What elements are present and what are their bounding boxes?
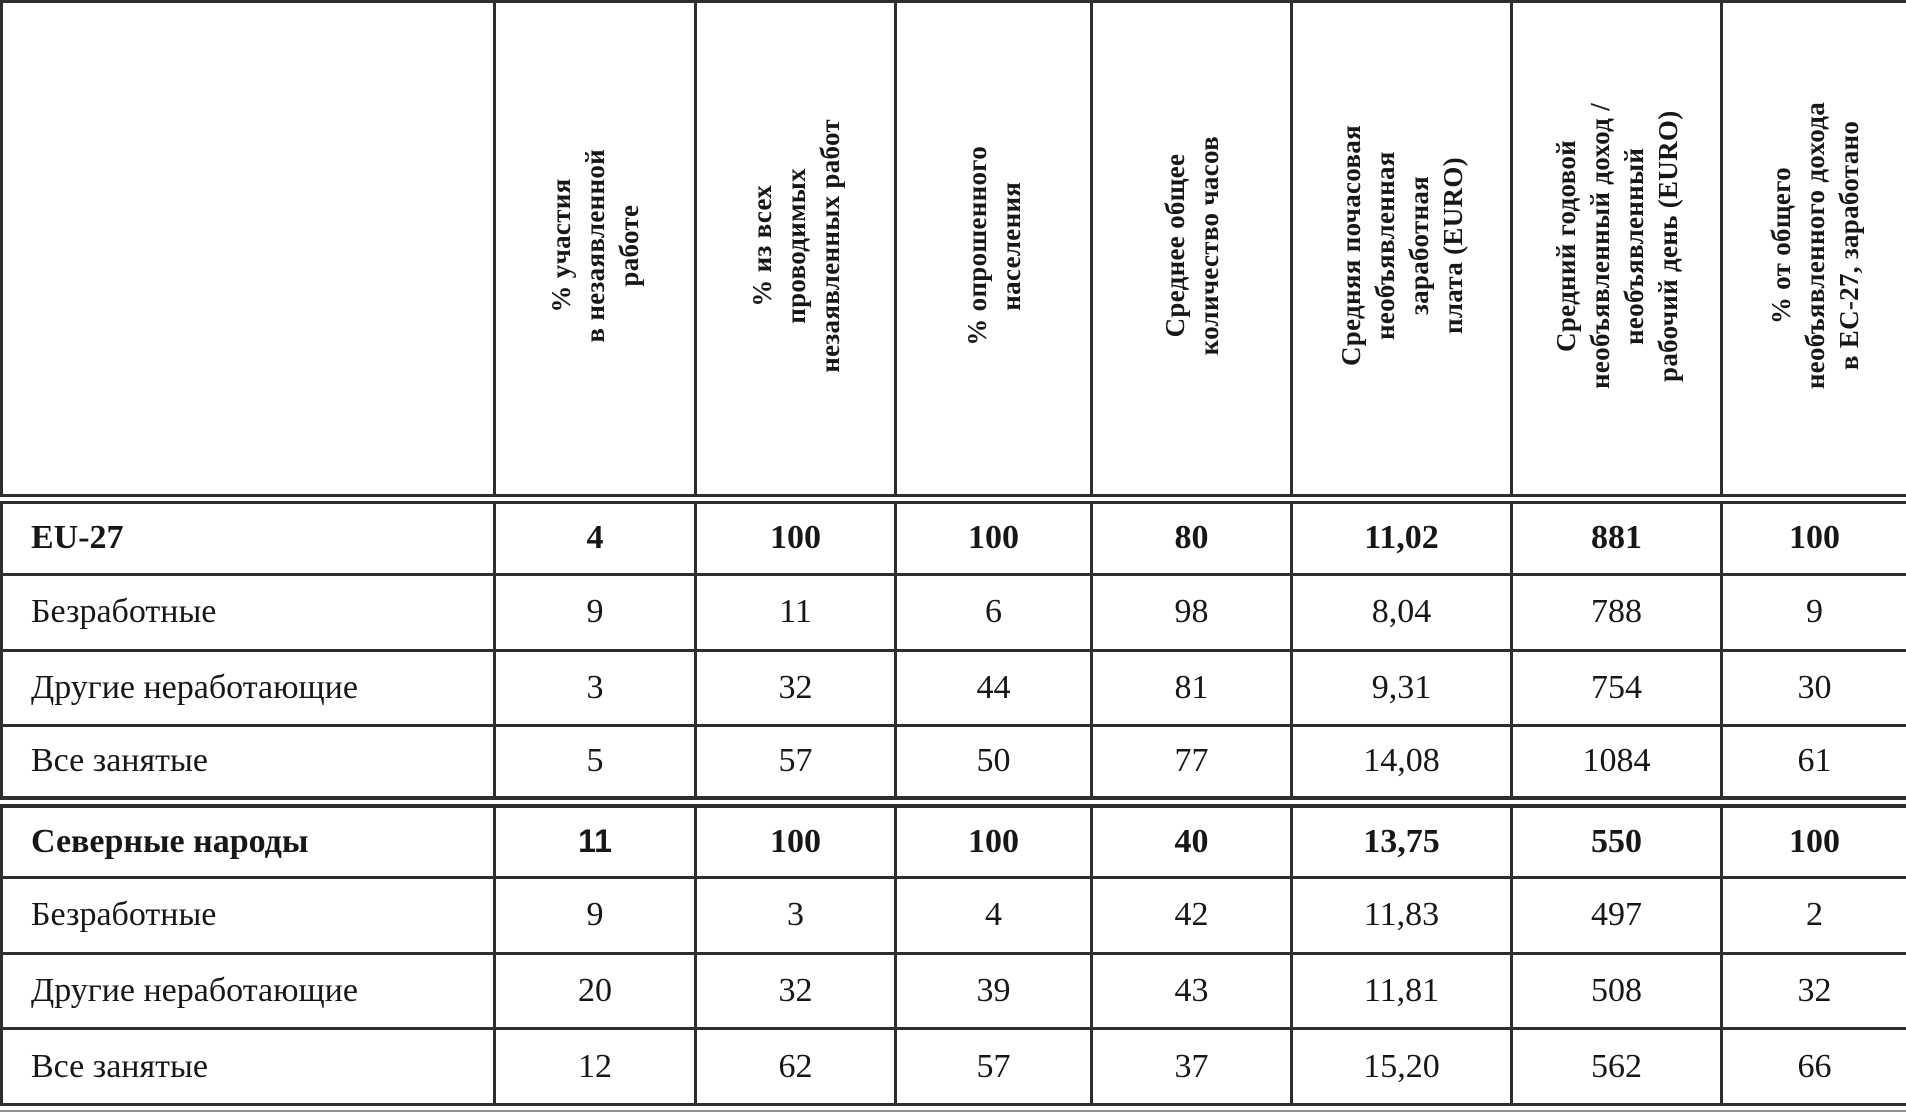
table-cell: 4 — [894, 875, 1093, 955]
table-cell: 754 — [1510, 648, 1723, 728]
table-cell: 2 — [1720, 875, 1906, 955]
table-cell: 62 — [694, 1027, 897, 1106]
table-cell: 11,81 — [1290, 951, 1513, 1031]
table-row-eu27-all-employed: Все занятые 5 57 50 77 14,08 1084 61 — [0, 724, 1906, 808]
table-cell: 3 — [493, 648, 697, 728]
table-cell: 6 — [894, 572, 1093, 652]
table-cell: 32 — [1720, 951, 1906, 1031]
table-cell: 562 — [1510, 1027, 1723, 1106]
table-cell: 4 — [493, 497, 697, 576]
table-row-north-unemployed: Безработные 9 3 4 42 11,83 497 2 — [0, 875, 1906, 955]
column-header-avg-total-hours: Среднее общее количество часов — [1090, 0, 1293, 504]
table-cell: 81 — [1090, 648, 1293, 728]
row-label: Безработные — [0, 875, 496, 955]
table-cell: 550 — [1510, 800, 1723, 879]
table-cell: 77 — [1090, 724, 1293, 808]
column-header-avg-hourly-undeclared-wage: Средняя почасовая необъявленная заработн… — [1290, 0, 1513, 504]
table-cell: 14,08 — [1290, 724, 1513, 808]
table-cell: 20 — [493, 951, 697, 1031]
column-header-share-of-eu27-undeclared-income: % от общего необъявленного дохода в ЕС-2… — [1720, 0, 1906, 504]
corner-cell — [0, 0, 496, 504]
table-cell: 100 — [694, 497, 897, 576]
column-header-avg-annual-undeclared-income: Средний годовой необъявленный доход / не… — [1510, 0, 1723, 504]
table-cell: 100 — [1720, 800, 1906, 879]
row-label: EU-27 — [0, 497, 496, 576]
column-header-label: Среднее общее количество часов — [1159, 136, 1224, 356]
row-label: Другие неработающие — [0, 951, 496, 1031]
table-cell: 32 — [694, 951, 897, 1031]
table-cell: 61 — [1720, 724, 1906, 808]
table-cell: 11 — [493, 800, 697, 879]
header-row: % участия в незаявленной работе % из все… — [0, 0, 1906, 504]
column-header-label: % участия в незаявленной работе — [546, 148, 644, 343]
column-header-share-of-undeclared-work: % из всех проводимых незаявленных работ — [694, 0, 897, 504]
column-header-label: % из всех проводимых незаявленных работ — [746, 118, 845, 373]
table-cell: 100 — [894, 497, 1093, 576]
row-label: Все занятые — [0, 724, 496, 808]
table-cell: 39 — [894, 951, 1093, 1031]
table-cell: 30 — [1720, 648, 1906, 728]
table-row-eu27: EU-27 4 100 100 80 11,02 881 100 — [0, 497, 1906, 576]
table-cell: 9 — [493, 875, 697, 955]
table-cell: 37 — [1090, 1027, 1293, 1106]
row-label: Другие неработающие — [0, 648, 496, 728]
table-cell: 508 — [1510, 951, 1723, 1031]
table-cell: 32 — [694, 648, 897, 728]
table-cell: 100 — [894, 800, 1093, 879]
column-header-participation-pct: % участия в незаявленной работе — [493, 0, 697, 504]
table-row-eu27-other-inactive: Другие неработающие 3 32 44 81 9,31 754 … — [0, 648, 1906, 728]
table-cell: 66 — [1720, 1027, 1906, 1106]
table-cell: 5 — [493, 724, 697, 808]
table-cell: 80 — [1090, 497, 1293, 576]
table-cell: 40 — [1090, 800, 1293, 879]
table-cell: 13,75 — [1290, 800, 1513, 879]
table-cell: 11,83 — [1290, 875, 1513, 955]
table-cell: 11 — [694, 572, 897, 652]
row-label: Все занятые — [0, 1027, 496, 1106]
table-cell: 15,20 — [1290, 1027, 1513, 1106]
table-cell: 44 — [894, 648, 1093, 728]
table-cell: 3 — [694, 875, 897, 955]
row-label: Северные народы — [0, 800, 496, 879]
table-cell: 57 — [694, 724, 897, 808]
table-cell: 881 — [1510, 497, 1723, 576]
row-label: Безработные — [0, 572, 496, 652]
table-cell: 57 — [894, 1027, 1093, 1106]
table-row-north-all-employed: Все занятые 12 62 57 37 15,20 562 66 — [0, 1027, 1906, 1106]
table-row-northern-peoples: Северные народы 11 100 100 40 13,75 550 … — [0, 800, 1906, 879]
table-cell: 11,02 — [1290, 497, 1513, 576]
table-cell: 42 — [1090, 875, 1293, 955]
table-cell: 50 — [894, 724, 1093, 808]
table-cell: 43 — [1090, 951, 1293, 1031]
table-cell: 9 — [493, 572, 697, 652]
table-row-eu27-unemployed: Безработные 9 11 6 98 8,04 788 9 — [0, 572, 1906, 652]
table-cell: 1084 — [1510, 724, 1723, 808]
column-header-label: Средняя почасовая необъявленная заработн… — [1335, 125, 1468, 367]
table-cell: 98 — [1090, 572, 1293, 652]
column-header-label: % опрошенного населения — [961, 145, 1026, 346]
table-cell: 12 — [493, 1027, 697, 1106]
column-header-label: % от общего необъявленного дохода в ЕС-2… — [1765, 102, 1864, 390]
table-cell: 9 — [1720, 572, 1906, 652]
table-cell: 788 — [1510, 572, 1723, 652]
table-cell: 9,31 — [1290, 648, 1513, 728]
column-header-label: Средний годовой необъявленный доход / не… — [1550, 102, 1683, 389]
column-header-surveyed-population-pct: % опрошенного населения — [894, 0, 1093, 504]
table-cell: 100 — [694, 800, 897, 879]
table-cell: 8,04 — [1290, 572, 1513, 652]
table-cell: 100 — [1720, 497, 1906, 576]
table-cell: 497 — [1510, 875, 1723, 955]
table-row-north-other-inactive: Другие неработающие 20 32 39 43 11,81 50… — [0, 951, 1906, 1031]
